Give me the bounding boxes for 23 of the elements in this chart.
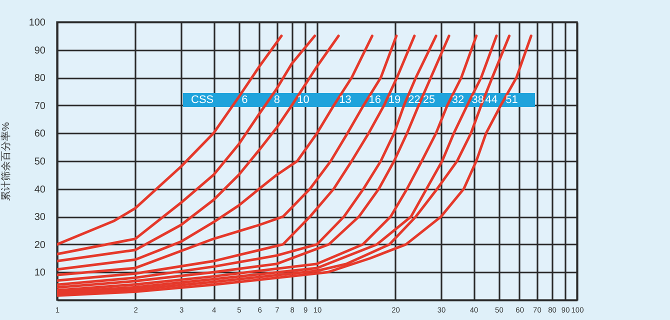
y-tick-label: 40 bbox=[34, 184, 46, 196]
series-label: 44 bbox=[485, 94, 498, 106]
series-label: 25 bbox=[422, 94, 436, 106]
series-label: 6 bbox=[242, 94, 248, 106]
y-axis-title: 累计筛余百分率% bbox=[0, 122, 12, 201]
y-tick-label: 70 bbox=[34, 100, 46, 112]
series-label: 8 bbox=[274, 94, 280, 106]
series-label: 51 bbox=[506, 94, 518, 106]
y-tick-label: 50 bbox=[34, 156, 46, 168]
y-tick-label: 20 bbox=[34, 240, 46, 251]
series-label: 22 bbox=[408, 94, 420, 106]
y-tick-label: 30 bbox=[34, 212, 46, 224]
y-tick-label: 60 bbox=[34, 128, 46, 140]
y-tick-label: 10 bbox=[34, 268, 46, 279]
series-label: 13 bbox=[339, 94, 352, 106]
series-label: 19 bbox=[388, 94, 401, 106]
y-tick-label: 80 bbox=[34, 73, 46, 84]
annotation: CSS bbox=[191, 94, 214, 106]
series-label: 10 bbox=[297, 94, 310, 106]
series-label: 32 bbox=[452, 94, 464, 106]
y-tick-label: 90 bbox=[34, 45, 46, 56]
y-tick-label: 100 bbox=[28, 18, 46, 28]
series-label: 16 bbox=[368, 94, 382, 106]
